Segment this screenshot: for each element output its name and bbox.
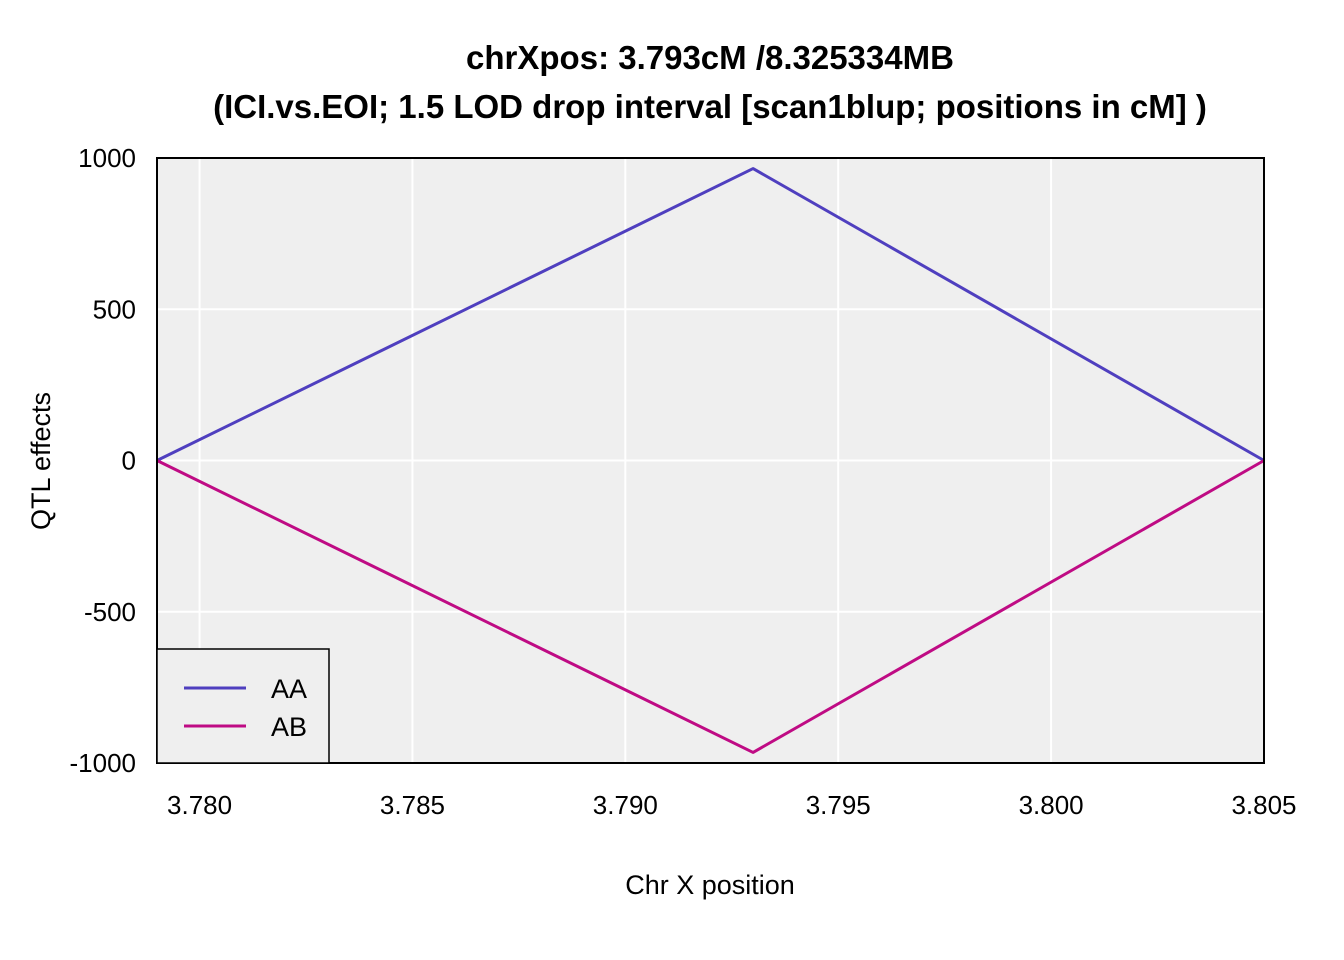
plot-frame [156, 157, 1265, 764]
series-line-aa [156, 167, 1265, 462]
y-tick-label: 500 [93, 294, 136, 324]
x-tick-label: 3.805 [1231, 790, 1296, 820]
y-tick-label: -500 [84, 597, 136, 627]
legend-label-aa: AA [271, 674, 307, 704]
x-tick-label: 3.795 [806, 790, 871, 820]
x-axis: 3.780 3.785 3.790 3.795 3.800 3.805 [167, 790, 1297, 820]
series-lines [156, 167, 1265, 754]
legend-label-ab: AB [271, 712, 307, 742]
x-tick-label: 3.800 [1019, 790, 1084, 820]
x-tick-label: 3.780 [167, 790, 232, 820]
chart-title-line2: (ICI.vs.EOI; 1.5 LOD drop interval [scan… [213, 88, 1207, 125]
y-tick-label: -1000 [70, 748, 137, 778]
y-tick-label: 1000 [78, 143, 136, 173]
x-tick-label: 3.785 [380, 790, 445, 820]
legend-box [156, 648, 330, 764]
y-tick-label: 0 [122, 446, 136, 476]
legend: AA AB [156, 648, 330, 764]
x-tick-label: 3.790 [593, 790, 658, 820]
x-axis-label: Chr X position [625, 870, 795, 900]
series-line-ab [156, 459, 1265, 754]
chart-title-line1: chrXpos: 3.793cM /8.325334MB [466, 39, 954, 76]
y-axis: -1000 -500 0 500 1000 [70, 143, 137, 778]
y-axis-label: QTL effects [26, 392, 56, 530]
